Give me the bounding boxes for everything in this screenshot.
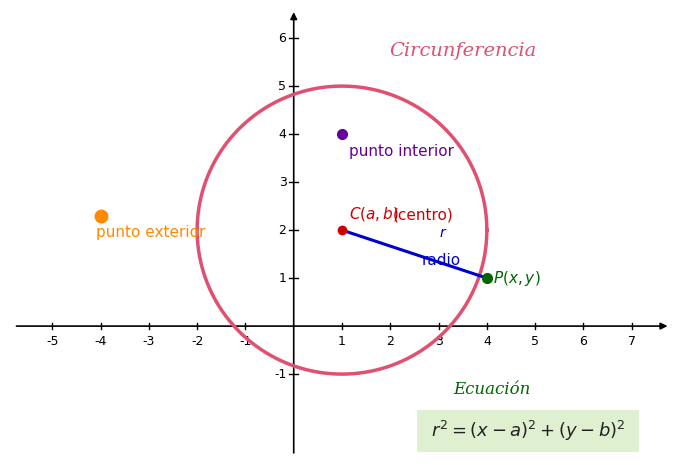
Text: 3: 3 [278,176,287,189]
Text: -1: -1 [239,335,252,348]
Text: $r$: $r$ [438,226,447,239]
Text: 5: 5 [531,335,539,348]
Text: radio: radio [421,253,461,268]
Text: 1: 1 [338,335,346,348]
Text: 3: 3 [434,335,443,348]
Text: punto interior: punto interior [350,144,454,159]
Text: -5: -5 [46,335,59,348]
Text: -4: -4 [94,335,107,348]
Text: 5: 5 [278,80,287,93]
Text: 6: 6 [579,335,588,348]
Text: -3: -3 [143,335,155,348]
FancyBboxPatch shape [417,410,639,452]
Text: $C(a,b)$: $C(a,b)$ [350,205,399,223]
Text: -2: -2 [191,335,203,348]
Text: 4: 4 [483,335,491,348]
Text: 4: 4 [278,127,287,140]
Text: 6: 6 [278,32,287,45]
Text: Circunferencia: Circunferencia [389,42,536,60]
Text: 1: 1 [278,272,287,285]
Text: 2: 2 [278,224,287,237]
Text: 7: 7 [628,335,635,348]
Text: 2: 2 [386,335,394,348]
Text: punto exterior: punto exterior [96,226,205,240]
Text: -1: -1 [274,368,287,380]
Text: $P(x,y)$: $P(x,y)$ [492,269,540,287]
Text: $r^2 = (x - a)^2 + (y - b)^2$: $r^2 = (x - a)^2 + (y - b)^2$ [430,418,625,443]
Text: (centro): (centro) [393,208,453,223]
Text: Ecuación: Ecuación [453,381,530,398]
